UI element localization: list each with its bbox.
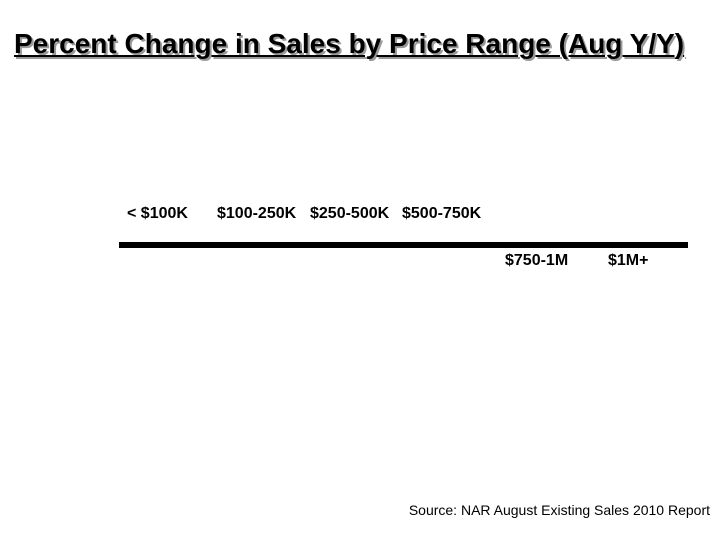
category-label-under-100k: < $100K: [127, 205, 188, 222]
category-label-750k-1m: $750-1M: [505, 252, 569, 269]
x-axis-baseline: [119, 242, 688, 248]
category-label-1m-plus: $1M+: [608, 252, 649, 269]
source-attribution: Source: NAR August Existing Sales 2010 R…: [408, 502, 710, 518]
chart-title: Percent Change in Sales by Price Range (…: [14, 28, 685, 59]
category-label-500-750k: $500-750K: [402, 205, 482, 222]
category-label-100-250k: $100-250K: [217, 205, 297, 222]
category-label-250-500k: $250-500K: [310, 205, 390, 222]
